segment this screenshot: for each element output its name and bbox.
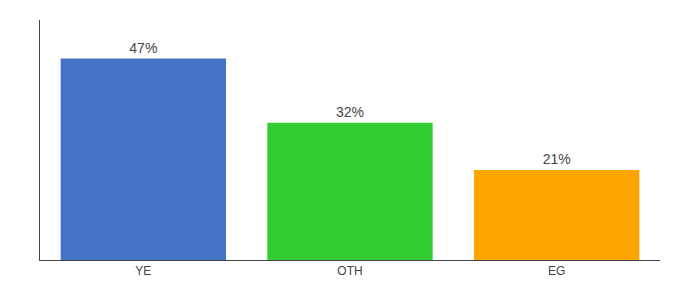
svg-text:32%: 32%: [336, 104, 364, 120]
svg-text:47%: 47%: [129, 40, 157, 56]
svg-text:21%: 21%: [543, 151, 571, 167]
svg-text:EG: EG: [548, 264, 565, 278]
svg-text:OTH: OTH: [337, 264, 362, 278]
svg-text:YE: YE: [135, 264, 151, 278]
